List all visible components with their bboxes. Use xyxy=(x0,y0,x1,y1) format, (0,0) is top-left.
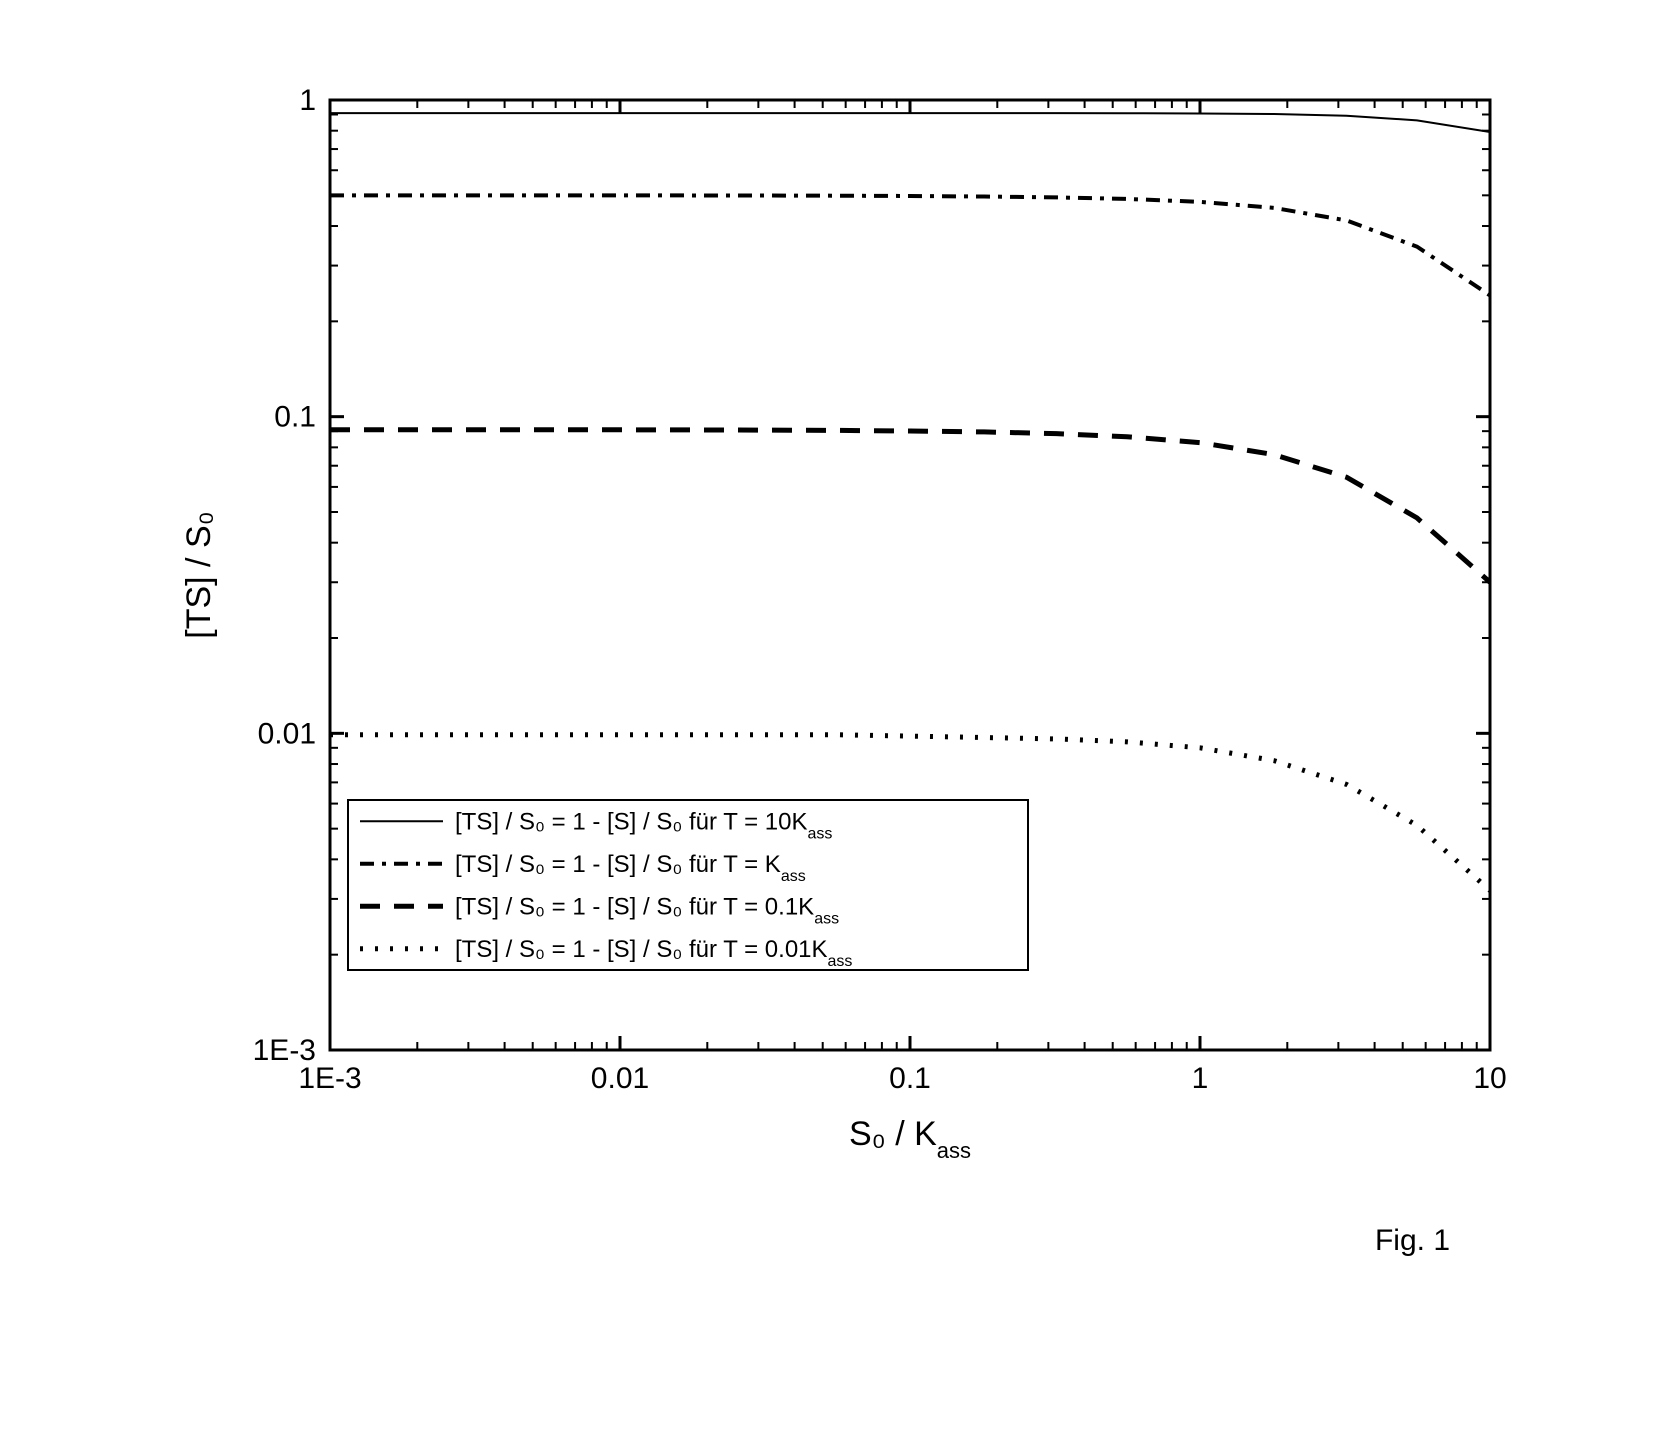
legend-label-s4: [TS] / S₀ = 1 - [S] / S₀ für T = 0.01Kas… xyxy=(455,936,852,970)
svg-text:0.1: 0.1 xyxy=(274,401,316,434)
y-axis-title: [TS] / S₀ xyxy=(180,511,218,638)
svg-text:1: 1 xyxy=(1191,1062,1208,1095)
svg-text:1E-3: 1E-3 xyxy=(252,1034,315,1067)
legend-label-s1: [TS] / S₀ = 1 - [S] / S₀ für T = 10Kass xyxy=(455,808,832,842)
figure-caption: Fig. 1 xyxy=(1374,1224,1449,1257)
series-s3 xyxy=(330,430,1490,582)
svg-text:0.1: 0.1 xyxy=(889,1062,931,1095)
series-s1 xyxy=(330,113,1490,132)
svg-text:0.01: 0.01 xyxy=(257,717,315,750)
svg-text:10: 10 xyxy=(1473,1062,1506,1095)
legend-label-s2: [TS] / S₀ = 1 - [S] / S₀ für T = Kass xyxy=(455,851,806,885)
legend-label-s3: [TS] / S₀ = 1 - [S] / S₀ für T = 0.1Kass xyxy=(455,893,839,927)
svg-text:1: 1 xyxy=(299,84,316,117)
svg-text:0.01: 0.01 xyxy=(590,1062,648,1095)
x-axis-title: S₀ / Kass xyxy=(848,1115,970,1163)
chart-container: 1E-30.010.11101E-30.010.11S₀ / Kass[TS] … xyxy=(130,40,1530,1240)
series-s2 xyxy=(330,195,1490,295)
chart-svg: 1E-30.010.11101E-30.010.11S₀ / Kass[TS] … xyxy=(130,40,1530,1290)
series-group xyxy=(330,113,1490,890)
